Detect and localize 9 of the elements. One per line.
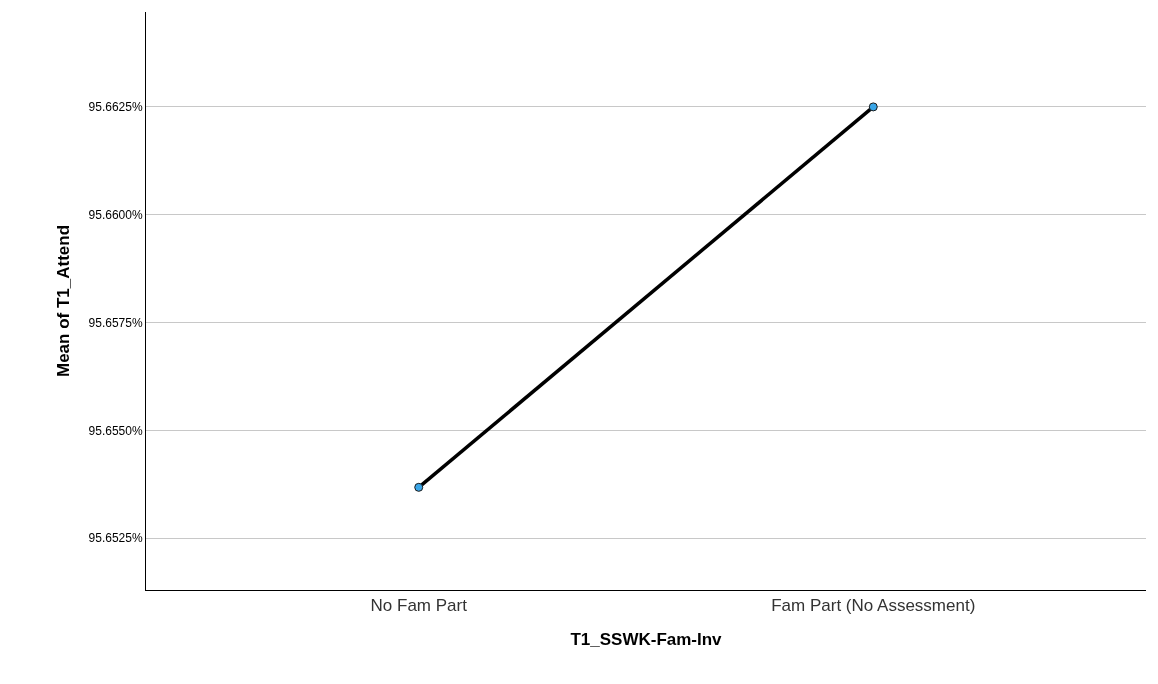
y-tick-label: 95.6600% xyxy=(88,207,143,222)
y-axis-title: Mean of T1_Attend xyxy=(54,224,74,378)
y-tick-label: 95.6525% xyxy=(88,531,143,546)
x-axis-title: T1_SSWK-Fam-Inv xyxy=(570,629,723,649)
y-tick-label: 95.6575% xyxy=(88,315,143,330)
y-tick-label: 95.6550% xyxy=(88,423,143,438)
x-tick-label: Fam Part (No Assessment) xyxy=(771,596,976,616)
x-tick-label: No Fam Part xyxy=(370,596,468,616)
y-tick-label: 95.6625% xyxy=(88,100,143,115)
